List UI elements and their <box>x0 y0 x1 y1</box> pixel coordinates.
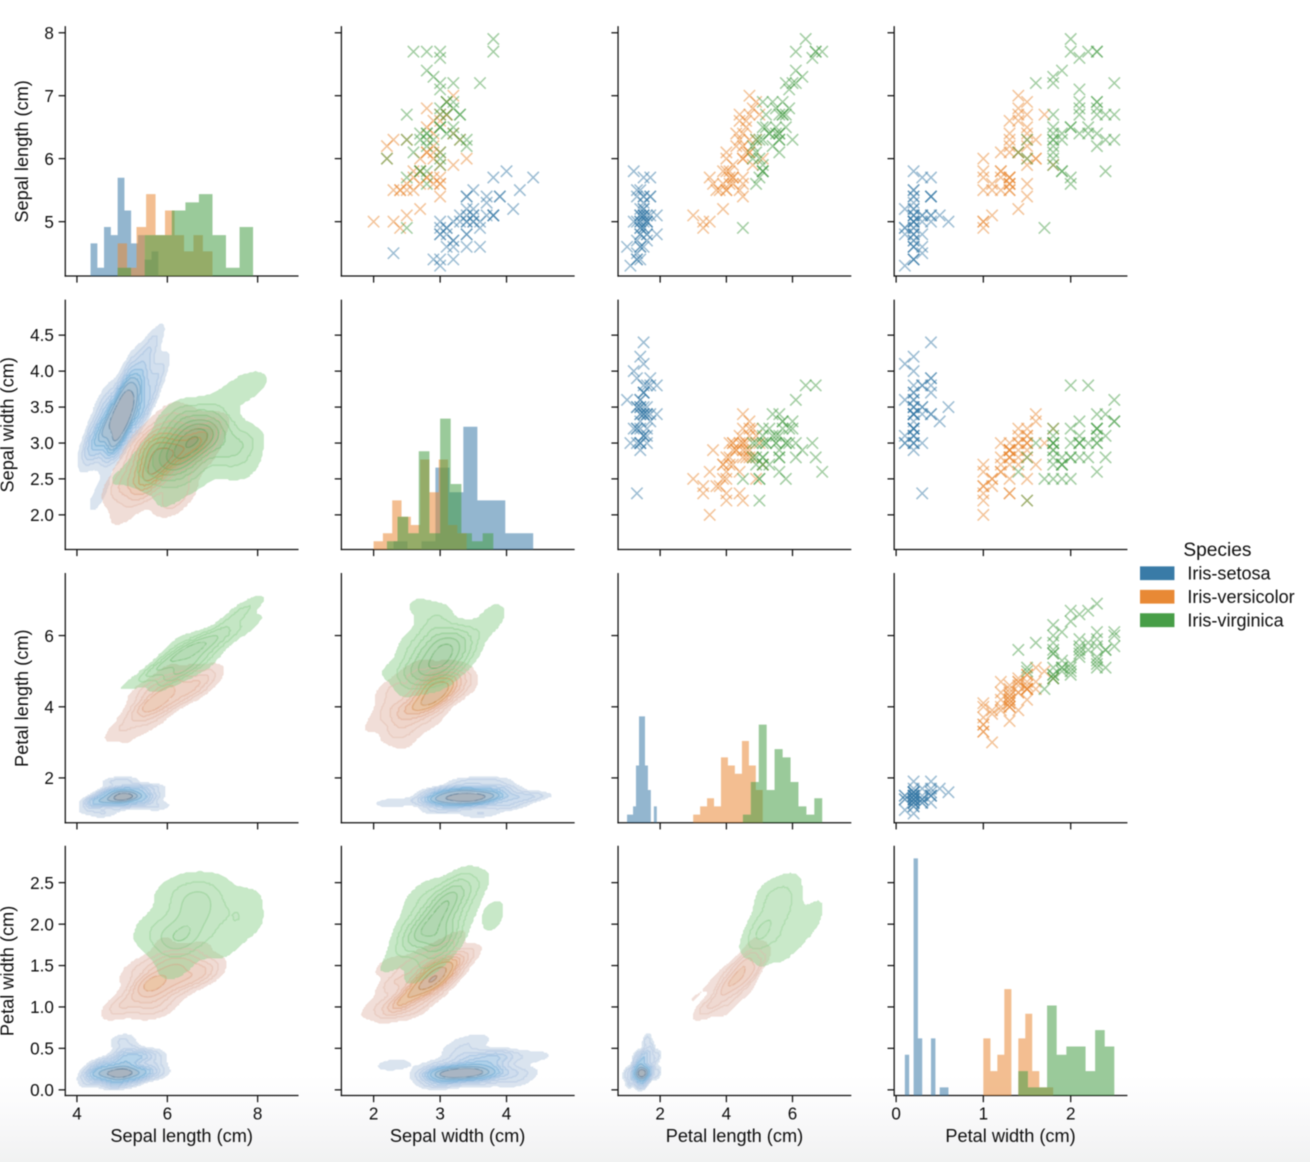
svg-text:Petal width (cm): Petal width (cm) <box>0 906 18 1036</box>
svg-text:Petal width (cm): Petal width (cm) <box>945 1126 1075 1146</box>
svg-text:Sepal width (cm): Sepal width (cm) <box>0 357 18 492</box>
svg-text:4.0: 4.0 <box>30 362 54 381</box>
svg-text:1.0: 1.0 <box>30 998 54 1017</box>
svg-text:6: 6 <box>44 627 54 646</box>
svg-text:Sepal length (cm): Sepal length (cm) <box>12 80 32 223</box>
svg-text:0: 0 <box>891 1104 901 1123</box>
svg-text:Petal length (cm): Petal length (cm) <box>12 629 32 766</box>
svg-text:2.5: 2.5 <box>30 874 54 893</box>
svg-text:2: 2 <box>369 1104 379 1123</box>
svg-text:2: 2 <box>1066 1104 1076 1123</box>
svg-text:2: 2 <box>655 1104 664 1123</box>
svg-text:3.5: 3.5 <box>30 398 54 417</box>
svg-text:6: 6 <box>788 1104 798 1123</box>
svg-text:2.5: 2.5 <box>30 470 54 489</box>
svg-text:2.0: 2.0 <box>30 915 54 934</box>
svg-text:4: 4 <box>72 1104 82 1123</box>
svg-text:1.5: 1.5 <box>30 957 54 976</box>
svg-text:Sepal length (cm): Sepal length (cm) <box>110 1126 253 1146</box>
svg-text:4.5: 4.5 <box>30 326 54 345</box>
svg-text:8: 8 <box>253 1104 263 1123</box>
svg-text:4: 4 <box>722 1104 732 1123</box>
svg-text:6: 6 <box>163 1104 173 1123</box>
svg-text:7: 7 <box>44 87 54 106</box>
svg-text:0.5: 0.5 <box>30 1040 54 1059</box>
svg-text:3.0: 3.0 <box>30 434 54 453</box>
svg-text:2.0: 2.0 <box>30 506 54 525</box>
svg-text:Iris-setosa: Iris-setosa <box>1187 564 1271 584</box>
svg-text:3: 3 <box>435 1104 445 1123</box>
svg-text:Species: Species <box>1183 540 1251 561</box>
svg-text:8: 8 <box>44 24 54 43</box>
svg-text:Iris-virginica: Iris-virginica <box>1187 610 1284 630</box>
svg-text:6: 6 <box>44 150 54 169</box>
svg-text:1: 1 <box>979 1104 989 1123</box>
svg-text:Iris-versicolor: Iris-versicolor <box>1187 587 1294 607</box>
svg-text:Sepal width (cm): Sepal width (cm) <box>390 1126 525 1146</box>
svg-text:0.0: 0.0 <box>30 1081 54 1100</box>
svg-text:Petal length (cm): Petal length (cm) <box>666 1126 803 1146</box>
svg-text:2: 2 <box>44 769 54 788</box>
svg-text:5: 5 <box>44 213 54 232</box>
svg-text:4: 4 <box>44 698 54 717</box>
svg-text:4: 4 <box>502 1104 512 1123</box>
